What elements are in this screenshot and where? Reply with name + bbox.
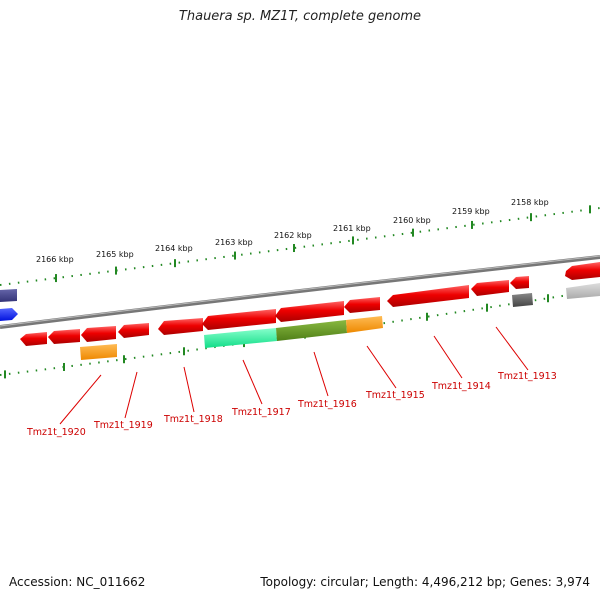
genome-backbone-highlight	[0, 255, 600, 327]
scale-label: 2166 kbp	[36, 255, 74, 264]
gene-feature-blue[interactable]	[0, 308, 18, 321]
gene-tmz1t-1919-arrow[interactable]	[48, 329, 80, 344]
scale-label: 2164 kbp	[155, 244, 193, 253]
gene-tmz1t-1915-arrow[interactable]	[344, 297, 380, 313]
scale-label: 2160 kbp	[393, 216, 431, 225]
scale-label: 2165 kbp	[96, 250, 134, 259]
scale-label: 2163 kbp	[215, 238, 253, 247]
gene-label-leaders	[59, 326, 529, 425]
gene-tmz1t-1920-arrow[interactable]	[20, 332, 47, 346]
gene-feature-gray-dark[interactable]	[512, 293, 533, 307]
gene-label-tmz1t-1919[interactable]: Tmz1t_1919	[93, 420, 153, 431]
gene-label-tmz1t-1913[interactable]: Tmz1t_1913	[497, 371, 557, 382]
page-title: Thauera sp. MZ1T, complete genome	[178, 9, 422, 24]
gene-red-arrow[interactable]	[118, 323, 149, 338]
scale-label: 2158 kbp	[511, 198, 549, 207]
scale-label: 2159 kbp	[452, 207, 490, 216]
genome-backbone	[0, 255, 600, 329]
highlight-band-orange[interactable]	[346, 316, 383, 333]
gene-label-tmz1t-1916[interactable]: Tmz1t_1916	[297, 399, 357, 410]
highlight-band-teal[interactable]	[204, 328, 277, 348]
gene-feature-gray-light[interactable]	[566, 283, 600, 299]
gene-tmz1t-1914-arrow[interactable]	[387, 285, 469, 307]
accession-text: Accession: NC_011662	[9, 575, 146, 589]
highlight-band-olive[interactable]	[276, 320, 347, 341]
gene-tmz1t-1918-arrow[interactable]	[158, 318, 203, 335]
gene-red-arrow[interactable]	[510, 276, 529, 289]
gene-tmz1t-1916-arrow[interactable]	[275, 301, 344, 322]
gene-label-tmz1t-1918[interactable]: Tmz1t_1918	[163, 414, 223, 425]
gene-label-tmz1t-1917[interactable]: Tmz1t_1917	[231, 407, 291, 418]
scale-label: 2161 kbp	[333, 224, 371, 233]
gene-feature-red[interactable]	[565, 262, 600, 280]
gene-label-tmz1t-1914[interactable]: Tmz1t_1914	[431, 381, 491, 392]
scale-ruler-outer	[0, 207, 600, 286]
genome-info-text: Topology: circular; Length: 4,496,212 bp…	[260, 575, 590, 589]
gene-label-tmz1t-1915[interactable]: Tmz1t_1915	[365, 390, 425, 401]
highlight-band-orange[interactable]	[80, 344, 117, 360]
gene-tmz1t-1913-arrow[interactable]	[471, 280, 509, 296]
gene-feature-navy[interactable]	[0, 289, 17, 302]
gene-tmz1t-1917-arrow[interactable]	[202, 309, 276, 330]
gene-red-arrow[interactable]	[81, 326, 116, 342]
scale-label: 2162 kbp	[274, 231, 312, 240]
gene-labels: Tmz1t_1920 Tmz1t_1919 Tmz1t_1918 Tmz1t_1…	[26, 371, 557, 438]
gene-label-tmz1t-1920[interactable]: Tmz1t_1920	[26, 427, 86, 438]
scale-labels: 2166 kbp 2165 kbp 2164 kbp 2163 kbp 2162…	[36, 198, 549, 264]
scale-major-ticks	[55, 205, 591, 283]
